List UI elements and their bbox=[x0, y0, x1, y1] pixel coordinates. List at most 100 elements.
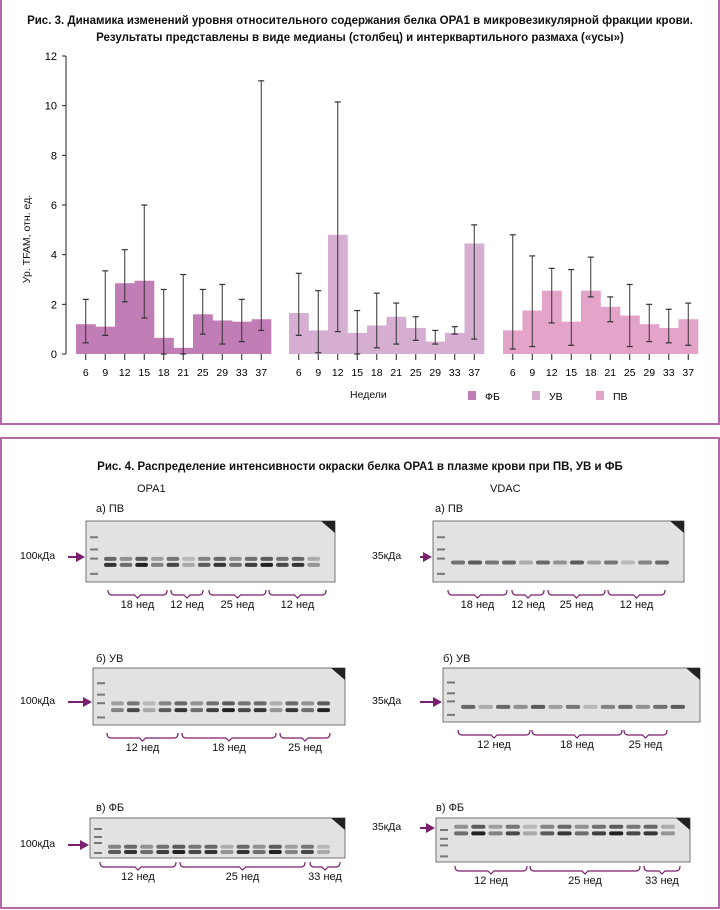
ladder-band bbox=[97, 702, 105, 705]
protein-band bbox=[190, 708, 204, 713]
group-brace bbox=[623, 729, 668, 739]
figure3-title-line2: Результаты представлены в виде медианы (… bbox=[96, 32, 624, 44]
protein-band bbox=[108, 844, 122, 849]
group-label: 12 нед bbox=[125, 742, 160, 754]
ladder-band bbox=[437, 536, 445, 539]
protein-band bbox=[300, 844, 314, 849]
group-brace bbox=[511, 589, 545, 599]
series-1: 6 9 12 15 18 21 25 29 33 37 bbox=[289, 101, 485, 379]
protein-band bbox=[502, 560, 516, 565]
protein-band bbox=[172, 844, 186, 849]
blot-panel-label: в) ФБ bbox=[436, 802, 465, 814]
protein-band bbox=[591, 824, 607, 829]
protein-band bbox=[638, 560, 652, 565]
protein-band bbox=[495, 704, 511, 709]
protein-band bbox=[505, 831, 520, 836]
protein-band bbox=[574, 824, 589, 829]
protein-band bbox=[236, 844, 250, 849]
bar bbox=[445, 332, 465, 354]
blot-image bbox=[89, 817, 346, 859]
protein-band bbox=[244, 556, 258, 561]
x-tick-label: 33 bbox=[236, 367, 248, 379]
arrow-icon bbox=[80, 840, 89, 850]
x-tick-label: 9 bbox=[315, 367, 321, 379]
y-tick-label: 4 bbox=[51, 250, 57, 262]
legend-swatch bbox=[468, 391, 476, 400]
protein-band bbox=[530, 704, 546, 709]
group-label: 25 нед bbox=[568, 875, 602, 887]
protein-band bbox=[301, 701, 315, 706]
group-brace bbox=[179, 861, 306, 871]
x-tick-label: 12 bbox=[119, 367, 131, 379]
protein-band bbox=[276, 556, 289, 561]
x-tick-label: 29 bbox=[643, 367, 655, 379]
protein-band bbox=[252, 850, 266, 854]
protein-band bbox=[190, 701, 204, 706]
size-marker-label: 35кДа bbox=[372, 695, 402, 707]
ladder-band bbox=[440, 844, 448, 847]
size-marker-label: 35кДа bbox=[372, 821, 402, 833]
protein-band bbox=[291, 562, 305, 567]
x-tick-label: 6 bbox=[83, 367, 89, 379]
group-label: 12 нед bbox=[477, 739, 511, 751]
x-tick-label: 18 bbox=[371, 367, 383, 379]
legend-label: ФБ bbox=[485, 391, 500, 403]
x-tick-label: 29 bbox=[429, 367, 441, 379]
protein-band bbox=[536, 560, 550, 565]
blot-corner bbox=[331, 818, 345, 830]
protein-band bbox=[220, 844, 234, 849]
figure3-panel bbox=[0, 0, 720, 425]
y-tick-label: 10 bbox=[45, 101, 57, 113]
group-label: 18 нед bbox=[460, 599, 495, 611]
protein-band bbox=[488, 824, 503, 829]
protein-band bbox=[471, 831, 486, 836]
protein-band bbox=[604, 560, 618, 565]
protein-band bbox=[204, 844, 218, 849]
arrow-icon bbox=[426, 823, 435, 833]
protein-band bbox=[126, 708, 140, 713]
group-brace bbox=[547, 589, 606, 599]
figure4-panel bbox=[0, 437, 720, 909]
y-tick-label: 0 bbox=[51, 349, 57, 361]
x-tick-label: 25 bbox=[624, 367, 636, 379]
blot-corner bbox=[670, 521, 684, 533]
x-tick-label: 37 bbox=[255, 367, 267, 379]
protein-band bbox=[204, 850, 218, 854]
protein-band bbox=[316, 844, 330, 849]
series-2: 6 9 12 15 18 21 25 29 33 37 bbox=[503, 234, 699, 379]
protein-band bbox=[301, 708, 315, 713]
protein-band bbox=[156, 844, 170, 849]
protein-band bbox=[307, 556, 320, 561]
group-label: 33 нед bbox=[308, 871, 342, 883]
x-tick-label: 6 bbox=[510, 367, 516, 379]
protein-band bbox=[583, 704, 598, 709]
ladder-band bbox=[447, 700, 455, 703]
protein-band bbox=[135, 556, 148, 561]
x-tick-label: 21 bbox=[390, 367, 402, 379]
group-brace bbox=[529, 865, 641, 875]
protein-band bbox=[104, 556, 117, 561]
protein-band bbox=[587, 560, 601, 565]
protein-band bbox=[174, 701, 188, 706]
protein-band bbox=[485, 560, 499, 565]
protein-band bbox=[166, 556, 180, 561]
x-tick-label: 6 bbox=[296, 367, 302, 379]
ladder-band bbox=[440, 855, 448, 858]
protein-band bbox=[252, 844, 266, 849]
series-0: 6 9 12 15 18 21 25 29 33 37 bbox=[76, 80, 272, 379]
bar bbox=[581, 290, 601, 354]
group-brace bbox=[457, 729, 531, 739]
protein-band bbox=[188, 844, 202, 849]
group-brace bbox=[170, 589, 204, 599]
protein-band bbox=[609, 824, 624, 829]
group-brace bbox=[181, 732, 277, 742]
x-tick-label: 33 bbox=[663, 367, 675, 379]
blot-image bbox=[85, 520, 336, 583]
x-tick-label: 9 bbox=[529, 367, 535, 379]
protein-band bbox=[557, 831, 572, 836]
protein-band bbox=[291, 556, 305, 561]
x-tick-label: 21 bbox=[177, 367, 189, 379]
figure4-title: Рис. 4. Распределение интенсивности окра… bbox=[97, 461, 623, 473]
bar bbox=[406, 327, 426, 354]
protein-band bbox=[119, 556, 133, 561]
